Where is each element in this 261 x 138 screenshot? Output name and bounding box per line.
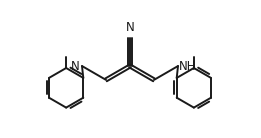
Text: N: N [71,59,80,73]
Text: NH: NH [179,59,197,73]
Text: N: N [126,21,134,34]
